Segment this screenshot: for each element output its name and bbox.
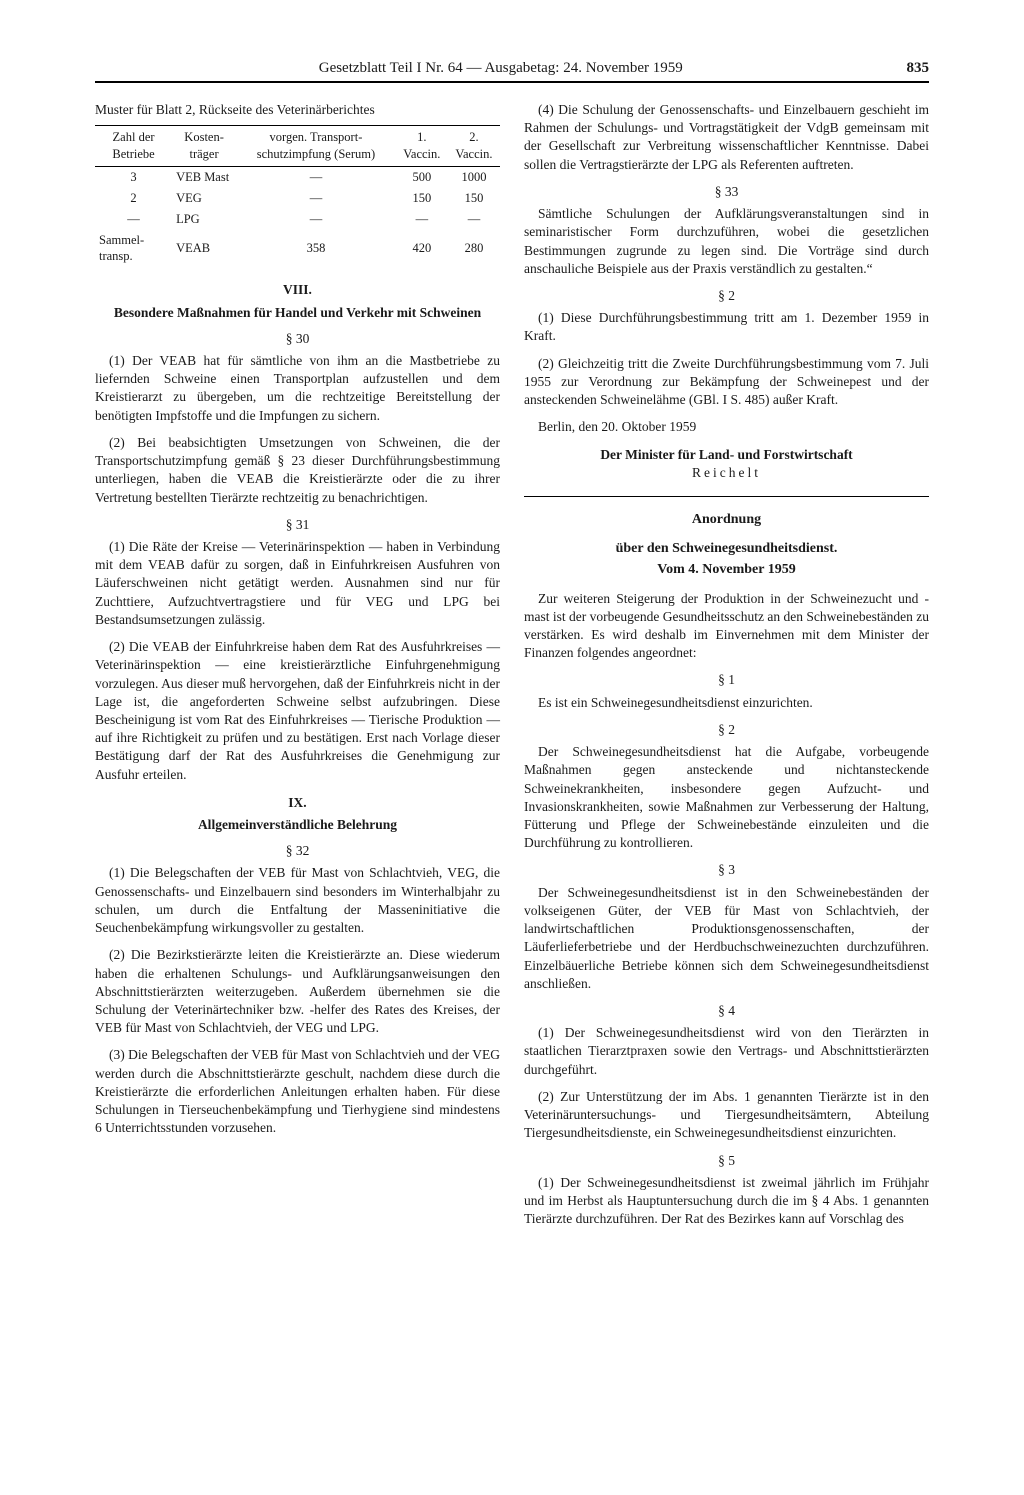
para-31-1: (1) Die Räte der Kreise — Veterinärinspe… <box>95 538 500 629</box>
an-para-5: § 5 <box>524 1152 929 1170</box>
an-para-4-2: (2) Zur Unterstützung der im Abs. 1 gena… <box>524 1088 929 1143</box>
an-para-2: § 2 <box>524 721 929 739</box>
place-date: Berlin, den 20. Oktober 1959 <box>524 418 929 436</box>
para-2-enact: § 2 <box>524 287 929 305</box>
an-para-1-text: Es ist ein Schweinegesundheitsdienst ein… <box>524 694 929 712</box>
two-column-layout: Muster für Blatt 2, Rückseite des Veteri… <box>95 101 929 1237</box>
para-31: § 31 <box>95 516 500 534</box>
para-32: § 32 <box>95 842 500 860</box>
right-column: (4) Die Schulung der Genossenschafts- un… <box>524 101 929 1237</box>
para-32-3: (3) Die Belegschaften der VEB für Mast v… <box>95 1046 500 1137</box>
para-30: § 30 <box>95 330 500 348</box>
an-para-5-1: (1) Der Schweinegesundheitsdienst ist zw… <box>524 1174 929 1229</box>
section-viii: VIII. <box>95 281 500 299</box>
signature-role: Der Minister für Land- und Forstwirtscha… <box>524 446 929 464</box>
page-number: 835 <box>907 60 930 77</box>
anordnung-title: Anordnung <box>524 511 929 530</box>
an-para-4-1: (1) Der Schweinegesundheitsdienst wird v… <box>524 1024 929 1079</box>
section-ix-title: Allgemeinverständliche Belehrung <box>95 816 500 834</box>
muster-table: Zahl der Betriebe Kosten-träger vorgen. … <box>95 125 500 267</box>
anordnung-intro: Zur weiteren Steigerung der Produktion i… <box>524 590 929 663</box>
an-para-3-text: Der Schweinegesundheitsdienst ist in den… <box>524 884 929 993</box>
th-2: vorgen. Transport-schutzimpfung (Serum) <box>236 126 396 167</box>
an-para-1: § 1 <box>524 671 929 689</box>
running-header: Gesetzblatt Teil I Nr. 64 — Ausgabetag: … <box>95 60 929 83</box>
anordnung-subtitle: über den Schweinegesundheitsdienst. <box>524 540 929 559</box>
divider <box>524 496 929 497</box>
header-center: Gesetzblatt Teil I Nr. 64 — Ausgabetag: … <box>95 60 907 77</box>
table-row: — LPG — — — <box>95 209 500 230</box>
table-row: 3 VEB Mast — 500 1000 <box>95 166 500 187</box>
anordnung-date: Vom 4. November 1959 <box>524 561 929 580</box>
para-30-1: (1) Der VEAB hat für sämtliche von ihm a… <box>95 352 500 425</box>
page: Gesetzblatt Teil I Nr. 64 — Ausgabetag: … <box>0 0 1024 1297</box>
table-caption: Muster für Blatt 2, Rückseite des Veteri… <box>95 101 500 119</box>
para-2-2: (2) Gleichzeitig tritt die Zweite Durchf… <box>524 355 929 410</box>
para-33-text: Sämtliche Schulungen der Aufklärungsvera… <box>524 205 929 278</box>
an-para-3: § 3 <box>524 861 929 879</box>
signature-name: Reichelt <box>524 464 929 482</box>
section-viii-title: Besondere Maßnahmen für Handel und Verke… <box>95 304 500 322</box>
table-row: 2 VEG — 150 150 <box>95 188 500 209</box>
signature-block: Der Minister für Land- und Forstwirtscha… <box>524 446 929 482</box>
para-32-2: (2) Die Bezirkstierärzte leiten die Krei… <box>95 946 500 1037</box>
th-4: 2. Vaccin. <box>448 126 500 167</box>
left-column: Muster für Blatt 2, Rückseite des Veteri… <box>95 101 500 1237</box>
para-2-1: (1) Diese Durchführungsbestimmung tritt … <box>524 309 929 345</box>
an-para-4: § 4 <box>524 1002 929 1020</box>
para-32-4: (4) Die Schulung der Genossenschafts- un… <box>524 101 929 174</box>
para-31-2: (2) Die VEAB der Einfuhrkreise haben dem… <box>95 638 500 784</box>
th-1: Kosten-träger <box>172 126 236 167</box>
th-0: Zahl der Betriebe <box>95 126 172 167</box>
an-para-2-text: Der Schweinegesundheitsdienst hat die Au… <box>524 743 929 852</box>
para-32-1: (1) Die Belegschaften der VEB für Mast v… <box>95 864 500 937</box>
section-ix: IX. <box>95 794 500 812</box>
para-30-2: (2) Bei beabsichtigten Umsetzungen von S… <box>95 434 500 507</box>
table-row: Sammel-transp. VEAB 358 420 280 <box>95 230 500 268</box>
para-33: § 33 <box>524 183 929 201</box>
th-3: 1. Vaccin. <box>396 126 448 167</box>
